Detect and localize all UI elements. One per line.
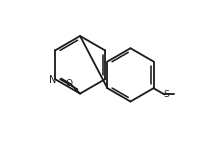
Text: N: N — [49, 75, 56, 85]
Text: S: S — [163, 90, 169, 99]
Text: O: O — [65, 79, 72, 88]
